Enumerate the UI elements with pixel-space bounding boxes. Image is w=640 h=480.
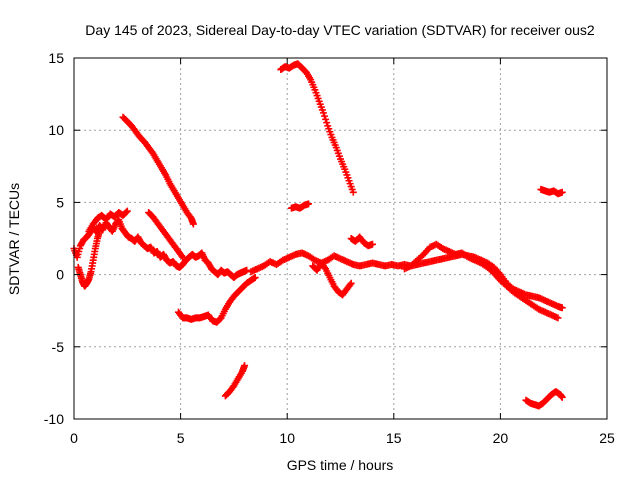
data-point-marker [558, 188, 566, 196]
series-arc-early-upper [85, 207, 131, 235]
x-tick-label: 5 [177, 430, 185, 446]
series-arc-middle-dip [309, 259, 355, 299]
series-arc-descending-b [145, 209, 187, 261]
data-point-marker [349, 188, 357, 196]
grid-lines [74, 58, 607, 419]
series-arc-middle-second [400, 240, 562, 322]
data-point-marker [243, 266, 251, 274]
series-arc-main-middle [247, 249, 566, 312]
y-tick-label: 5 [56, 194, 64, 210]
series-arc-right-lower [522, 388, 566, 410]
data-point-marker [96, 227, 104, 235]
y-axis-label: SDTVAR / TECUs [6, 183, 22, 295]
series-arc-middle-upper [347, 233, 376, 250]
data-point-marker [347, 279, 355, 287]
y-tick-label: -5 [52, 339, 65, 355]
data-point-marker [319, 109, 327, 117]
data-point-marker [368, 240, 376, 248]
data-point-marker [558, 304, 566, 312]
data-point-marker [178, 252, 186, 260]
x-tick-label: 20 [493, 430, 509, 446]
data-point-marker [321, 112, 329, 120]
data-point-marker [241, 362, 249, 370]
series-arc-main-early [70, 216, 251, 281]
series-arc-negative-mid [174, 273, 259, 326]
data-point-marker [554, 314, 562, 322]
x-axis-label: GPS time / hours [287, 457, 394, 473]
data-series [70, 60, 566, 410]
chart-title: Day 145 of 2023, Sidereal Day-to-day VTE… [85, 22, 595, 38]
series-arc-low-short [221, 362, 249, 400]
data-point-marker [123, 207, 131, 215]
series-arc-short-mid [287, 200, 313, 212]
x-tick-label: 10 [279, 430, 295, 446]
plot-frame [73, 57, 608, 420]
data-point-marker [305, 200, 313, 208]
data-point-marker [321, 263, 329, 271]
data-point-marker [558, 393, 566, 401]
data-point-marker [322, 115, 330, 123]
data-point-marker [251, 273, 259, 281]
axis-ticks: 0 5 10 15 20 25 -10 -5 0 5 10 15 [44, 50, 615, 446]
x-tick-label: 0 [70, 430, 78, 446]
series-arc-descending-a [119, 113, 197, 228]
series-arc-top-high [277, 60, 357, 196]
y-tick-label: 0 [56, 267, 64, 283]
x-tick-label: 25 [599, 430, 615, 446]
data-point-marker [323, 119, 331, 127]
data-point-marker [122, 208, 130, 216]
data-point-marker [189, 220, 197, 228]
series-arc-right-upper [537, 185, 566, 198]
y-tick-label: -10 [44, 411, 64, 427]
y-tick-label: 10 [48, 122, 64, 138]
data-point-marker [346, 281, 354, 289]
series-arc-early-dip [74, 227, 104, 290]
x-tick-label: 15 [386, 430, 402, 446]
data-point-marker [179, 253, 187, 261]
y-tick-label: 15 [48, 50, 64, 66]
